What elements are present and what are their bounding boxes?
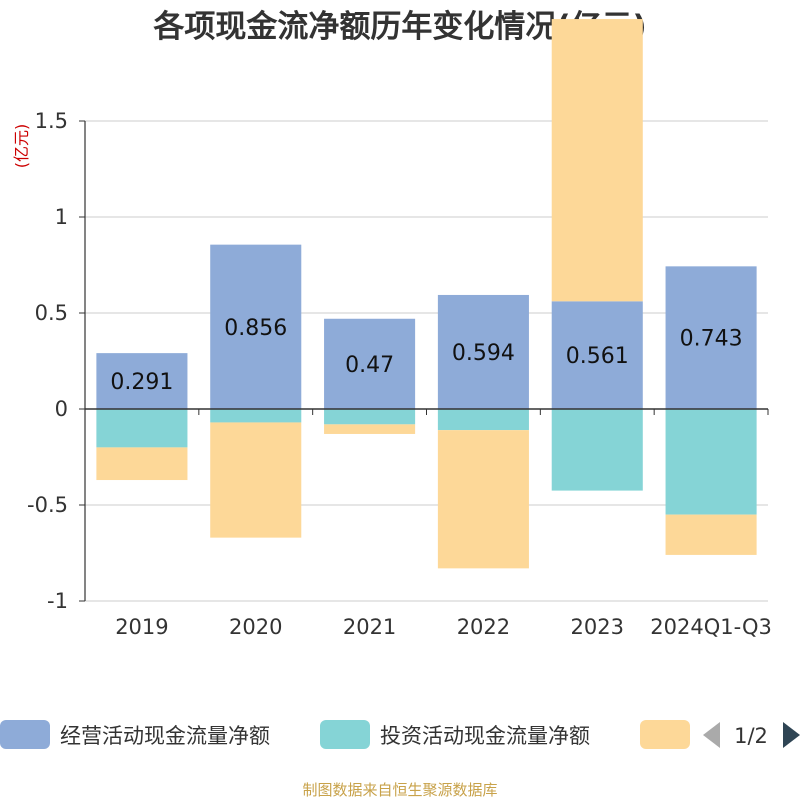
y-tick-label: 0.5 <box>35 301 68 325</box>
bar-series-2 <box>665 409 757 515</box>
bar-series-2 <box>551 409 643 491</box>
bar-series-3 <box>96 447 188 481</box>
bars <box>96 19 757 569</box>
bar-series-1 <box>210 244 302 409</box>
data-label: 0.743 <box>680 327 743 352</box>
y-tick-label: -0.5 <box>27 493 68 517</box>
x-tick-label: 2021 <box>343 615 396 639</box>
y-tick-label: 1.5 <box>35 109 68 133</box>
bar-series-3 <box>210 422 302 538</box>
bar-series-1 <box>551 301 643 409</box>
legend: 经营活动现金流量净额 投资活动现金流量净额 <box>0 720 690 749</box>
x-tick-label: 2024Q1-Q3 <box>650 615 772 639</box>
bar-series-3 <box>437 430 529 569</box>
triangle-left-icon[interactable] <box>703 722 720 748</box>
bar-series-2 <box>96 409 188 448</box>
legend-label: 经营活动现金流量净额 <box>60 724 270 748</box>
legend-swatch <box>320 720 370 749</box>
y-tick-label: -1 <box>47 589 68 613</box>
legend-pager: 1/2 <box>703 722 800 748</box>
y-axis-unit: (亿元) <box>12 124 31 169</box>
bar-series-3 <box>551 19 643 302</box>
data-label: 0.561 <box>566 344 629 369</box>
data-label: 0.47 <box>345 353 394 378</box>
bar-series-2 <box>324 409 416 425</box>
data-label: 0.291 <box>110 370 173 395</box>
legend-swatch <box>0 720 50 749</box>
bar-series-3 <box>665 514 757 555</box>
grid <box>85 120 768 602</box>
bar-series-2 <box>210 409 302 423</box>
bar-series-1 <box>96 353 188 409</box>
x-tick-label: 2020 <box>229 615 282 639</box>
y-tick-label: 1 <box>55 205 68 229</box>
source-note: 制图数据来自恒生聚源数据库 <box>302 781 497 799</box>
bar-series-1 <box>665 266 757 409</box>
data-label: 0.856 <box>224 316 287 341</box>
bar-series-1 <box>324 318 416 409</box>
data-labels: 0.291 0.856 0.47 0.594 0.561 0.743 <box>110 316 742 395</box>
legend-swatch <box>640 720 690 749</box>
legend-label: 投资活动现金流量净额 <box>380 724 590 748</box>
axes: -1 -0.5 0 0.5 1 1.5 2019 2020 2021 2022 2023 2024Q1… <box>27 109 772 639</box>
triangle-right-icon[interactable] <box>783 722 800 748</box>
data-label: 0.594 <box>452 341 515 366</box>
y-tick-label: 0 <box>55 397 68 421</box>
x-tick-label: 2023 <box>571 615 624 639</box>
bar-series-2 <box>437 409 529 431</box>
pager-text: 1/2 <box>734 724 768 748</box>
x-tick-label: 2019 <box>115 615 168 639</box>
bar-series-3 <box>324 424 416 434</box>
x-tick-label: 2022 <box>457 615 510 639</box>
bar-series-1 <box>437 294 529 409</box>
